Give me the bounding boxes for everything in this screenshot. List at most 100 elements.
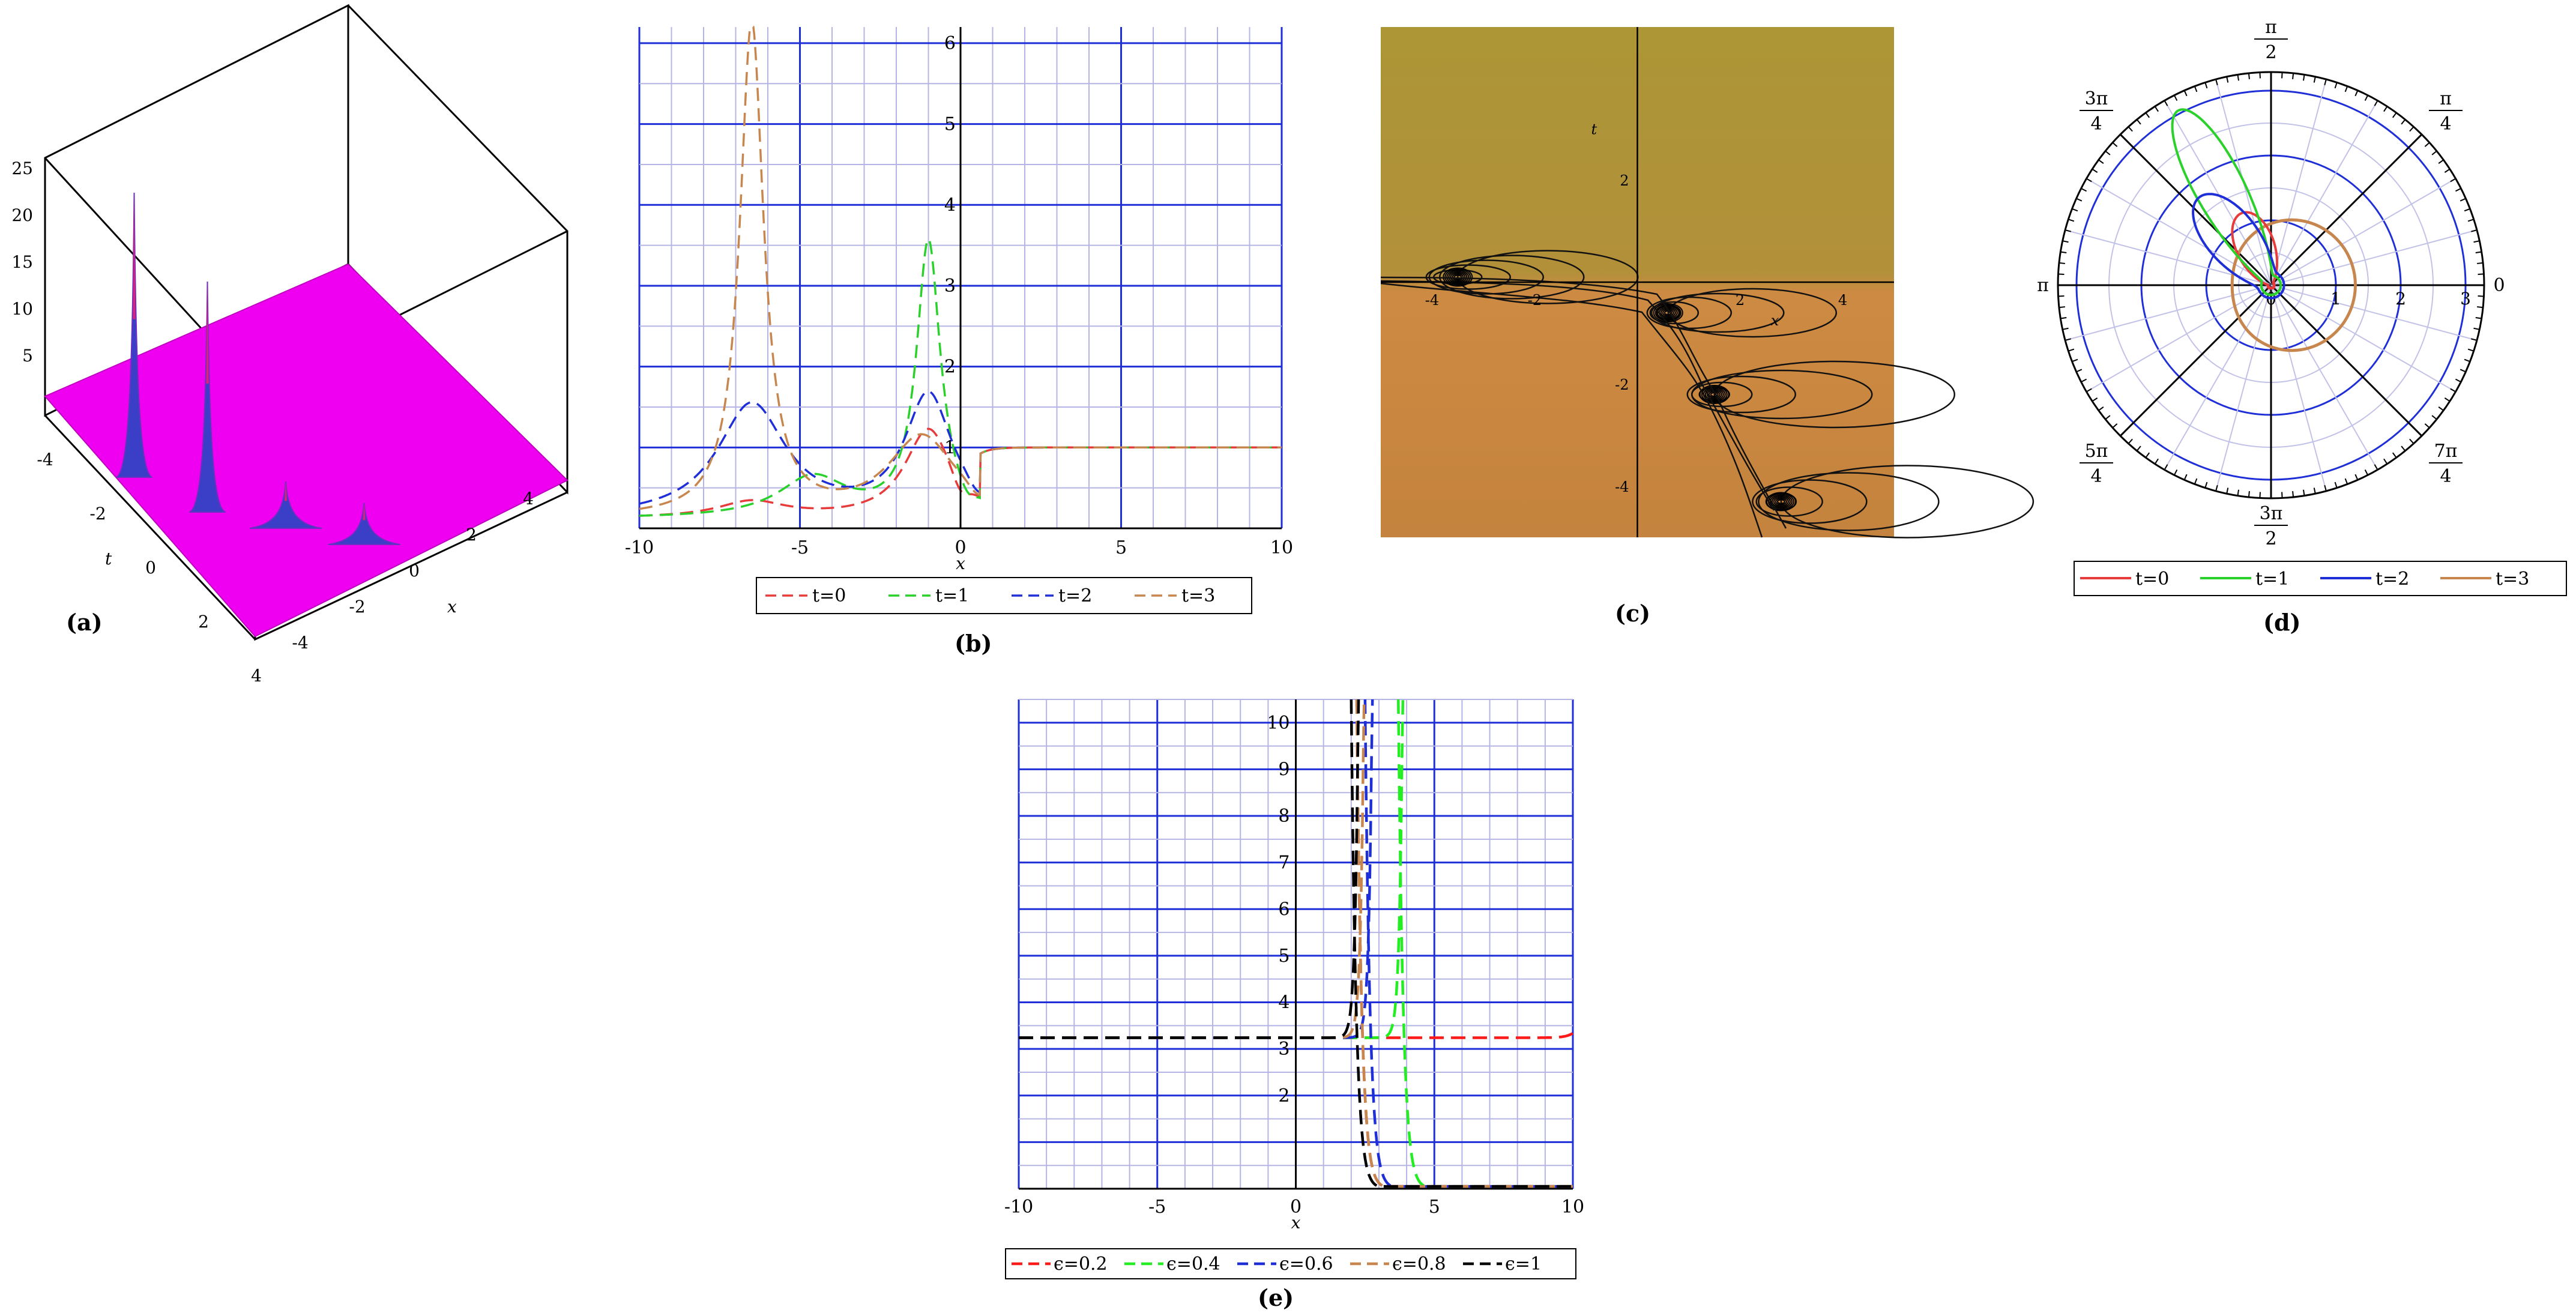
panel-e-legend: ϵ=0.2 ϵ=0.4 ϵ=0.6 ϵ=0.8 ϵ=1 — [1005, 1248, 1576, 1279]
panel-d-label: (d) — [2263, 609, 2301, 636]
panel-d-tick-mark — [2072, 208, 2078, 212]
panel-c-contour-core — [1773, 497, 1789, 507]
panel-d-tick-mark — [2120, 431, 2125, 436]
panel-d-tick-mark — [2364, 95, 2369, 101]
panel-d-tick-mark — [2136, 445, 2141, 451]
panel-d-tick-mark — [2438, 159, 2444, 164]
panel-c-y-tick-label: 2 — [1620, 172, 1629, 189]
panel-c-contour-core — [1443, 267, 1473, 287]
panel-d-tick-mark — [2475, 316, 2482, 319]
panel-c-contour-core — [1776, 499, 1785, 504]
panel-d-series — [2171, 108, 2357, 352]
panel-a-peak-tip — [133, 193, 136, 319]
panel-c-contour-core — [1699, 385, 1730, 404]
panel-a-x-tick-label: -4 — [292, 633, 308, 653]
panel-d-grid-spoke — [2119, 284, 2272, 437]
panel-d-grid-spoke — [2270, 178, 2456, 286]
panel-d-tick-mark — [2059, 262, 2065, 264]
panel-d-angle-label-num: π — [2440, 88, 2452, 109]
panel-d-tick-mark — [2092, 168, 2098, 173]
panel-b-label: (b) — [955, 630, 992, 657]
panel-d-tick-mark — [2392, 452, 2397, 458]
panel-c-contour-plot: -4 -2 2 4 2 -2 -4 x t (c) — [1380, 27, 2035, 627]
panel-e-x-tick-label: -10 — [1004, 1197, 1033, 1218]
panel-c-contour-line — [1651, 292, 1785, 333]
panel-d-grid-spoke — [2270, 79, 2327, 286]
panel-d-radial-tick-label: 3 — [2460, 289, 2471, 309]
panel-c-x-tick-label: 2 — [1736, 292, 1745, 309]
panel-d-tick-mark — [2401, 445, 2406, 451]
panel-b-series-line — [639, 390, 1282, 505]
panel-d-grid-spoke — [2119, 133, 2272, 286]
panel-e-series — [1019, 699, 1574, 1188]
panel-d-angle-label-den: 2 — [2265, 42, 2276, 63]
panel-b-y-tick-label: 4 — [944, 195, 956, 216]
panel-e-x-tick-label: 0 — [1290, 1197, 1302, 1218]
panel-c-contours — [1380, 250, 2035, 539]
panel-d-tick-mark — [2062, 327, 2069, 330]
panel-d-tick-mark — [2334, 481, 2338, 488]
panel-e-legend-label: ϵ=0.4 — [1166, 1254, 1220, 1275]
panel-d-tick-mark — [2081, 378, 2087, 383]
panel-d-legend-label: t=2 — [2375, 569, 2409, 590]
panel-d-grid-spoke — [2270, 285, 2478, 341]
panel-d-tick-mark — [2105, 150, 2111, 155]
panel-d-tick-mark — [2194, 86, 2198, 92]
panel-d-angle-label-num: 3π — [2085, 88, 2108, 109]
panel-c-contour-core — [1775, 498, 1787, 506]
panel-d-tick-mark — [2183, 474, 2188, 480]
panel-d-angle-label-den: 4 — [2440, 466, 2451, 487]
panel-d-tick-mark — [2145, 452, 2150, 458]
panel-d-grid-spoke — [2270, 285, 2378, 470]
panel-e-series-branch-upper — [1019, 699, 1360, 1039]
panel-d-tick-mark — [2313, 487, 2316, 494]
panel-b-legend-label: t=2 — [1058, 585, 1092, 606]
panel-d-tick-mark — [2215, 79, 2218, 86]
panel-d-tick-mark — [2450, 388, 2456, 393]
panel-a-z-tick-label: 10 — [11, 299, 33, 319]
panel-d-grid-spoke — [2270, 229, 2478, 286]
panel-b-legend: t=0 t=1 t=2 t=3 — [756, 577, 1252, 614]
panel-d-tick-mark — [2364, 469, 2369, 475]
panel-d-tick-mark — [2477, 262, 2484, 264]
panel-d-tick-mark — [2473, 327, 2480, 330]
panel-e-x-tick-label: 10 — [1561, 1197, 1584, 1218]
panel-d-tick-mark — [2183, 90, 2188, 97]
panel-c-contour-core — [1656, 306, 1680, 320]
panel-d-tick-mark — [2062, 240, 2069, 243]
panel-d-tick-mark — [2237, 489, 2240, 496]
panel-c-contour-core — [1450, 272, 1466, 282]
panel-c-label: (c) — [1615, 600, 1650, 627]
panel-d-tick-mark — [2455, 187, 2461, 192]
panel-e-legend-label: ϵ=1 — [1505, 1254, 1542, 1275]
panel-d-tick-mark — [2076, 369, 2083, 373]
panel-e-series-branch-lower — [1350, 699, 1573, 1188]
panel-d-tick-mark — [2112, 423, 2118, 429]
panel-c-contour-core — [1446, 270, 1470, 285]
panel-c-contour-line — [1686, 375, 1796, 414]
panel-e-series-branch-lower — [1355, 699, 1573, 1188]
panel-d-tick-mark — [2065, 229, 2072, 232]
panel-a-surface-plane — [44, 263, 569, 638]
panel-d-legend-label: t=0 — [2135, 569, 2169, 590]
panel-c-y-tick-label: -2 — [1615, 376, 1629, 393]
panel-a-peak-tip — [206, 282, 209, 384]
panel-d-tick-mark — [2383, 458, 2388, 465]
panel-c-x-tick-label: -2 — [1528, 292, 1542, 309]
panel-c-contour-line — [1649, 301, 1700, 325]
panel-b-axes: -10 -5 0 5 10 1 2 3 4 5 6 x — [625, 27, 1293, 573]
panel-e-series-branch-lower — [1355, 699, 1573, 1188]
panel-d-tick-mark — [2154, 458, 2159, 465]
panel-c-contour-line — [1758, 472, 1940, 531]
panel-c-contour-core — [1704, 388, 1724, 400]
panel-e-y-tick-label: 8 — [1278, 806, 1290, 827]
panel-d-tick-mark — [2204, 82, 2208, 89]
panel-e-legend-label: ϵ=0.6 — [1279, 1254, 1333, 1275]
panel-e-series-branch-lower — [1363, 699, 1573, 1188]
panel-d-tick-mark — [2128, 126, 2133, 132]
panel-d-tick-mark — [2194, 478, 2198, 484]
panel-d-tick-mark — [2417, 431, 2422, 436]
panel-c-contour-core — [1766, 492, 1796, 512]
